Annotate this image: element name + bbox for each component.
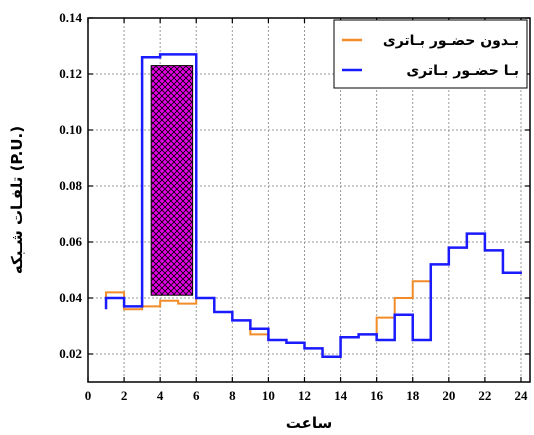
x-tick-label: 4 bbox=[157, 388, 164, 403]
x-tick-label: 16 bbox=[370, 388, 384, 403]
y-tick-label: 0.06 bbox=[59, 234, 82, 249]
y-tick-label: 0.08 bbox=[59, 178, 82, 193]
x-tick-label: 18 bbox=[406, 388, 420, 403]
x-tick-label: 0 bbox=[85, 388, 92, 403]
y-axis-label: تلفـات شـبکه (P.U.) bbox=[8, 126, 26, 274]
y-tick-label: 0.14 bbox=[59, 10, 82, 25]
x-tick-label: 12 bbox=[298, 388, 311, 403]
y-tick-label: 0.12 bbox=[59, 66, 82, 81]
annotation-layer bbox=[151, 66, 192, 296]
legend-label-0: بـدون حضـور بـاتری bbox=[383, 33, 519, 49]
x-tick-label: 22 bbox=[478, 388, 491, 403]
battery-hatched-region bbox=[151, 66, 192, 296]
y-tick-label: 0.04 bbox=[59, 290, 82, 305]
y-tick-label: 0.02 bbox=[59, 346, 82, 361]
y-tick-label: 0.10 bbox=[59, 122, 82, 137]
legend-label-1: بـا حضـور بـاتری bbox=[406, 63, 519, 79]
x-tick-label: 24 bbox=[514, 388, 528, 403]
x-tick-label: 14 bbox=[334, 388, 348, 403]
x-tick-label: 10 bbox=[262, 388, 275, 403]
legend: بـدون حضـور بـاتری بـا حضـور بـاتری bbox=[334, 20, 527, 88]
x-tick-label: 20 bbox=[442, 388, 455, 403]
x-tick-label: 2 bbox=[121, 388, 128, 403]
x-tick-label: 6 bbox=[193, 388, 200, 403]
x-tick-label: 8 bbox=[229, 388, 236, 403]
x-axis-label: ساعت bbox=[286, 414, 333, 432]
